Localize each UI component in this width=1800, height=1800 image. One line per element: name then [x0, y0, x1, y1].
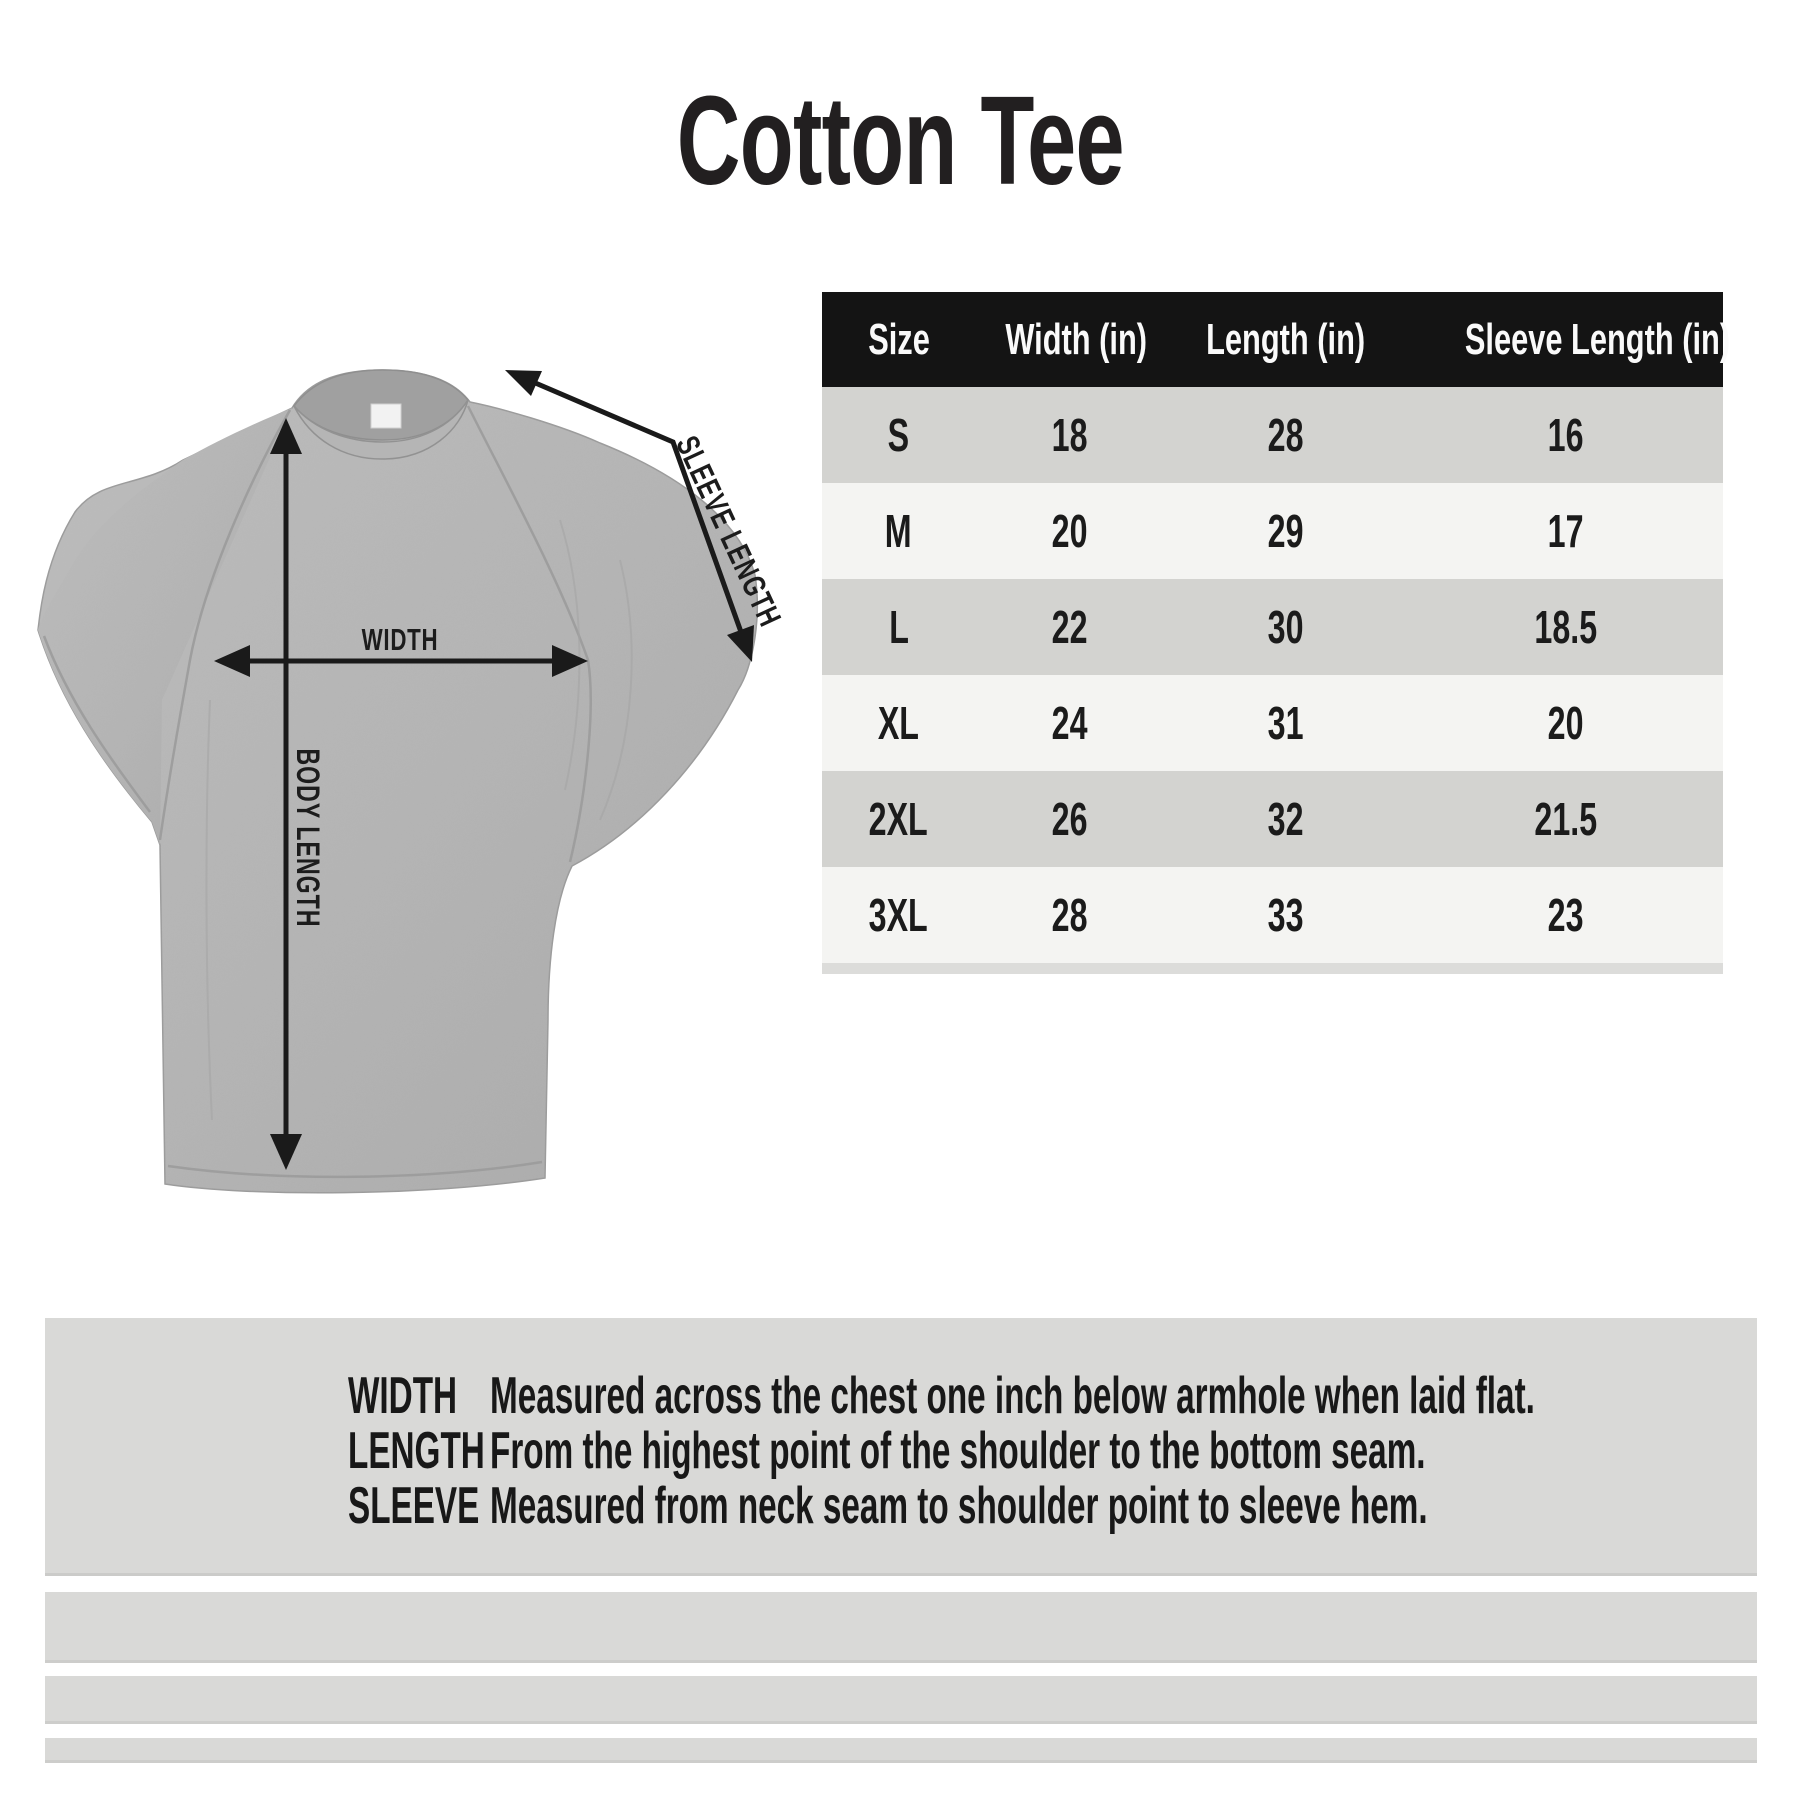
measurement-legend-panel: WIDTH Measured across the chest one inch…: [45, 1318, 1757, 1576]
page-title: Cotton Tee: [0, 68, 1800, 213]
cell-width: 24: [1051, 697, 1088, 749]
legend-definition: From the highest point of the shoulder t…: [490, 1421, 1426, 1480]
cell-length: 28: [1268, 409, 1304, 461]
sleeve-length-arrow: [505, 370, 754, 662]
cell-sleeve: 16: [1547, 409, 1584, 461]
cell-length: 30: [1268, 601, 1304, 653]
tshirt-seams: [42, 405, 592, 1179]
tshirt-texture: [38, 370, 758, 1193]
cell-size: M: [885, 505, 912, 557]
header-cell-width: Width (in): [1005, 314, 1148, 364]
cell-width: 18: [1051, 409, 1088, 461]
header-cell-sleeve-length: Sleeve Length (in): [1464, 314, 1730, 364]
header-cell-length: Length (in): [1206, 314, 1366, 364]
tshirt-collar-band: [293, 399, 469, 460]
cell-length: 29: [1268, 505, 1304, 557]
legend-definition: Measured across the chest one inch below…: [490, 1366, 1535, 1425]
tshirt-neck-tag: [370, 403, 402, 429]
legend-term: WIDTH: [348, 1366, 458, 1425]
cell-size: 3XL: [869, 889, 929, 941]
size-row-2xl: 2XL 26 32 21.5: [822, 771, 1723, 867]
size-row-l: L 22 30 18.5: [822, 579, 1723, 675]
cell-length: 33: [1268, 889, 1304, 941]
cell-sleeve: 21.5: [1533, 793, 1597, 845]
table-bottom-strip: [822, 963, 1723, 974]
measurement-legend: WIDTH Measured across the chest one inch…: [348, 1366, 1800, 1535]
cell-width: 20: [1051, 505, 1088, 557]
cell-width: 22: [1051, 601, 1088, 653]
width-arrow: [214, 645, 588, 677]
width-label: WIDTH: [362, 622, 439, 656]
cell-width: 28: [1051, 889, 1088, 941]
body-length-label: BODY LENGTH: [290, 748, 326, 927]
legend-term: LENGTH: [348, 1421, 485, 1480]
size-table-header-row: Size Width (in) Length (in) Sleeve Lengt…: [822, 292, 1730, 387]
background-band: [45, 1676, 1757, 1724]
size-row-3xl: 3XL 28 33 23: [822, 867, 1723, 963]
size-chart-table: Size Width (in) Length (in) Sleeve Lengt…: [822, 292, 1730, 974]
size-row-m: M 20 29 17: [822, 483, 1723, 579]
size-row-xl: XL 24 31 20: [822, 675, 1723, 771]
cell-width: 26: [1051, 793, 1088, 845]
size-row-s: S 18 28 16: [822, 387, 1723, 483]
cell-size: L: [888, 601, 909, 653]
background-band: [45, 1592, 1757, 1663]
legend-row-width: WIDTH Measured across the chest one inch…: [348, 1366, 1800, 1425]
legend-row-sleeve: SLEEVE Measured from neck seam to should…: [348, 1476, 1800, 1535]
legend-definition: Measured from neck seam to shoulder poin…: [490, 1476, 1428, 1535]
legend-term: SLEEVE: [348, 1476, 480, 1535]
page-title-text: Cotton Tee: [676, 70, 1124, 211]
tshirt-folds: [205, 519, 633, 1121]
cell-size: XL: [878, 697, 920, 749]
cell-sleeve: 18.5: [1533, 601, 1597, 653]
cell-length: 31: [1268, 697, 1304, 749]
cell-sleeve: 23: [1547, 889, 1584, 941]
cell-size: S: [887, 409, 910, 461]
cell-sleeve: 20: [1547, 697, 1584, 749]
header-cell-size: Size: [867, 314, 930, 364]
background-band: [45, 1738, 1757, 1763]
legend-row-length: LENGTH From the highest point of the sho…: [348, 1421, 1800, 1480]
measurement-arrows: [214, 370, 754, 1170]
tshirt-diagram: WIDTH BODY LENGTH SLEEVE LENGTH: [37, 369, 789, 1194]
body-length-arrow: [270, 418, 302, 1170]
cell-length: 32: [1268, 793, 1304, 845]
cell-sleeve: 17: [1547, 505, 1584, 557]
tshirt-illustration: [37, 369, 758, 1194]
cell-size: 2XL: [869, 793, 929, 845]
